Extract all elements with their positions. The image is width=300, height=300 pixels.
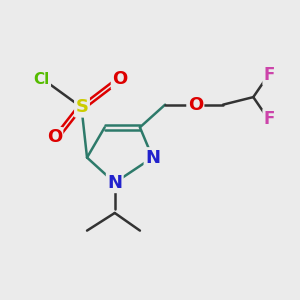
Text: N: N (145, 148, 160, 166)
Text: O: O (112, 70, 128, 88)
Text: O: O (188, 96, 203, 114)
Text: F: F (264, 110, 275, 128)
Text: F: F (264, 66, 275, 84)
Text: Cl: Cl (34, 72, 50, 87)
Text: O: O (47, 128, 62, 146)
Text: S: S (76, 98, 88, 116)
Text: N: N (107, 174, 122, 192)
